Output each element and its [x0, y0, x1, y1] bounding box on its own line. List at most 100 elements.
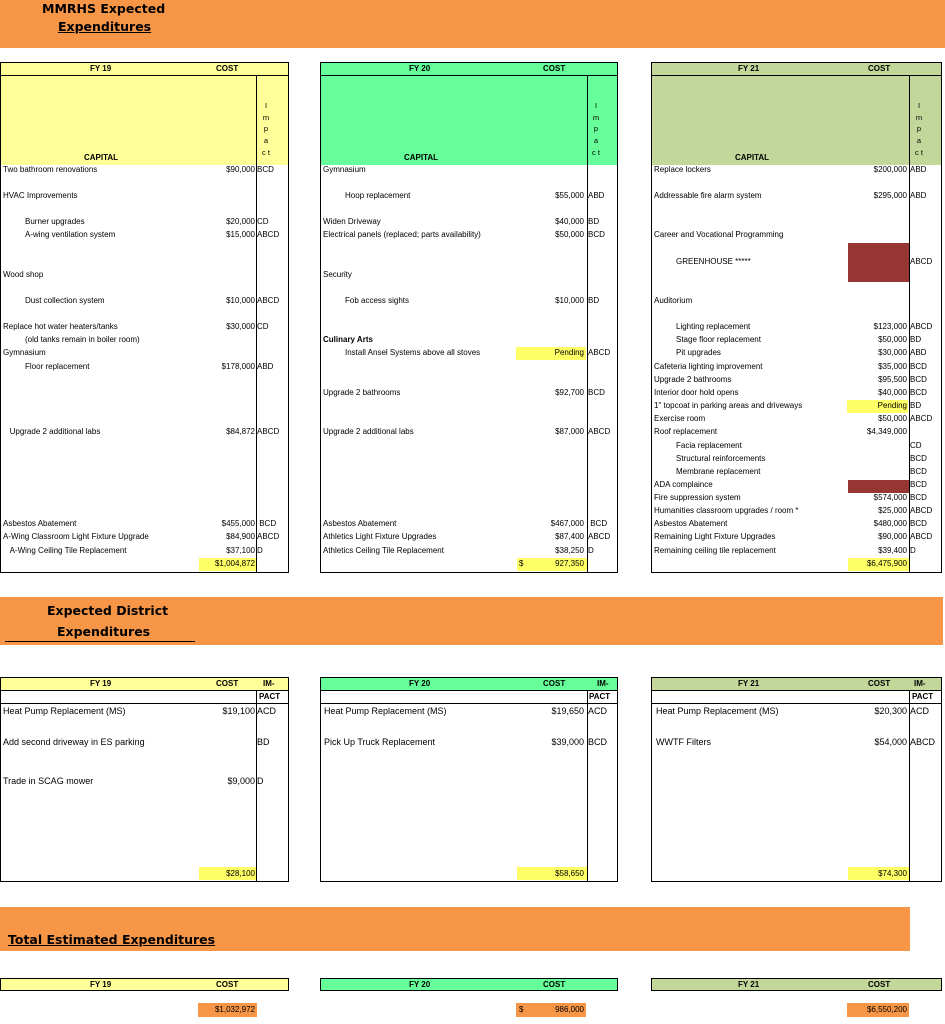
fy20-total-header: FY 20 COST	[320, 978, 618, 991]
fy20-district-panel: FY 20 COST IM- PACT	[320, 677, 618, 882]
impact-label: IM-	[914, 679, 926, 688]
row-impact: BD	[588, 217, 600, 226]
row-impact: ABCD	[588, 532, 611, 541]
row-label: Upgrade 2 bathrooms	[323, 388, 401, 397]
row-label: Replace hot water heaters/tanks	[3, 322, 118, 331]
row-label: Athletics Ceiling Tile Replacement	[323, 546, 444, 555]
row-label: Trade in SCAG mower	[3, 776, 94, 786]
row-label: Install Ansel Systems above all stoves	[345, 348, 481, 357]
total-cell	[199, 558, 256, 571]
row-label: Stage floor replacement	[676, 335, 761, 344]
impact-divider	[909, 691, 910, 881]
row-impact: BCD	[910, 388, 927, 397]
fy19-total-header: FY 19 COST	[0, 978, 289, 991]
impact-divider	[909, 76, 910, 572]
row-label: Membrane replacement	[676, 467, 761, 476]
row-label: Dust collection system	[25, 296, 105, 305]
total-cell	[517, 558, 587, 571]
fy20-grand-total-cell	[516, 1003, 586, 1017]
row-label: WWTF Filters	[656, 737, 711, 747]
fy20-header: FY 20 COST	[321, 63, 617, 76]
cost-label: COST	[868, 679, 891, 688]
row-cost: $10,000	[226, 296, 255, 305]
row-label: Interior door hold opens	[654, 388, 739, 397]
row-impact: CD	[910, 441, 922, 450]
section-banner-capital	[0, 0, 945, 48]
row-cost: $90,000	[226, 165, 255, 174]
row-impact: BCD	[910, 454, 927, 463]
row-impact: ABD	[910, 348, 927, 357]
row-impact: ABCD	[257, 532, 280, 541]
row-impact: ACD	[257, 706, 277, 716]
row-cost: $200,000	[873, 165, 907, 174]
row-label: A-wing ventilation system	[25, 230, 116, 239]
row-impact: CD	[257, 322, 269, 331]
row-label: Heat Pump Replacement (MS)	[3, 706, 126, 716]
row-impact: ABCD	[910, 257, 933, 266]
row-impact: BCD	[910, 493, 927, 502]
row-label: Asbestos Abatement	[3, 519, 77, 528]
row-label: A-Wing Ceiling Tile Replacement	[9, 546, 127, 555]
row-impact: ABCD	[257, 296, 280, 305]
row-cost: $178,000	[221, 362, 255, 371]
row-cost: $10,000	[555, 296, 584, 305]
row-label: Heat Pump Replacement (MS)	[324, 706, 447, 716]
fy21-district-header: FY 21 COST IM-	[652, 678, 941, 691]
cost-label: COST	[543, 64, 566, 73]
fy19-capital-total: $1,004,872	[214, 559, 255, 568]
row-impact: ABD	[257, 362, 274, 371]
row-cost: $39,400	[878, 546, 907, 555]
row-label: Culinary Arts	[323, 335, 373, 344]
row-impact: BCD	[588, 230, 605, 239]
row-label: Athletics Light Fixture Upgrades	[323, 532, 437, 541]
row-label: Heat Pump Replacement (MS)	[656, 706, 779, 716]
row-impact: ABD	[588, 191, 605, 200]
row-impact: BCD	[910, 362, 927, 371]
row-cost: $90,000	[878, 532, 907, 541]
row-cost: Pending	[877, 401, 907, 410]
row-cost: $50,000	[878, 335, 907, 344]
section-title-line1: MMRHS Expected	[42, 1, 166, 16]
row-impact: BCD	[910, 375, 927, 384]
cost-label: COST	[543, 679, 566, 688]
row-label: Wood shop	[3, 270, 44, 279]
row-cost: Pending	[554, 348, 584, 357]
fy19-district-panel: FY 19 COST IM- PACT	[0, 677, 289, 882]
row-impact: D	[910, 546, 916, 555]
row-cost: $40,000	[555, 217, 584, 226]
row-label: Career and Vocational Programming	[654, 230, 784, 239]
section-banner-district	[0, 597, 943, 645]
pending-highlight	[847, 400, 908, 413]
impact-label: IM-	[263, 679, 275, 688]
row-impact: BD	[588, 296, 600, 305]
row-cost: $35,000	[878, 362, 907, 371]
row-cost: $95,500	[878, 375, 907, 384]
fy21-grand-total-cell	[847, 1003, 909, 1017]
section-title-line2: Expenditures	[58, 19, 152, 34]
row-impact: BCD	[588, 737, 608, 747]
fy21-grand-total: $6,550,200	[866, 1005, 907, 1014]
fy21-capital-total: $6,475,900	[866, 559, 907, 568]
row-impact: ABCD	[257, 230, 280, 239]
row-label: Upgrade 2 bathrooms	[654, 375, 732, 384]
row-impact: ABCD	[910, 506, 933, 515]
cost-label: COST	[216, 980, 239, 989]
row-label: (old tanks remain in boiler room)	[25, 335, 140, 344]
row-cost: $92,700	[555, 388, 584, 397]
row-impact: ACD	[910, 706, 930, 716]
fy21-district-total: $74,300	[878, 869, 907, 878]
row-cost: $295,000	[873, 191, 907, 200]
row-impact: BCD	[910, 480, 927, 489]
fy21-header: FY 21 COST	[652, 63, 941, 76]
row-impact: CD	[257, 217, 269, 226]
row-cost: $20,000	[226, 217, 255, 226]
row-label: Facia replacement	[676, 441, 742, 450]
impact-label-2: PACT	[912, 692, 934, 701]
row-impact: BCD	[588, 388, 605, 397]
row-label: Remaining ceiling tile replacement	[654, 546, 776, 555]
row-label: Fob access sights	[345, 296, 410, 305]
row-cost: $480,000	[873, 519, 907, 528]
row-cost: $40,000	[878, 388, 907, 397]
row-label: Remaining Light Fixture Upgrades	[654, 532, 776, 541]
